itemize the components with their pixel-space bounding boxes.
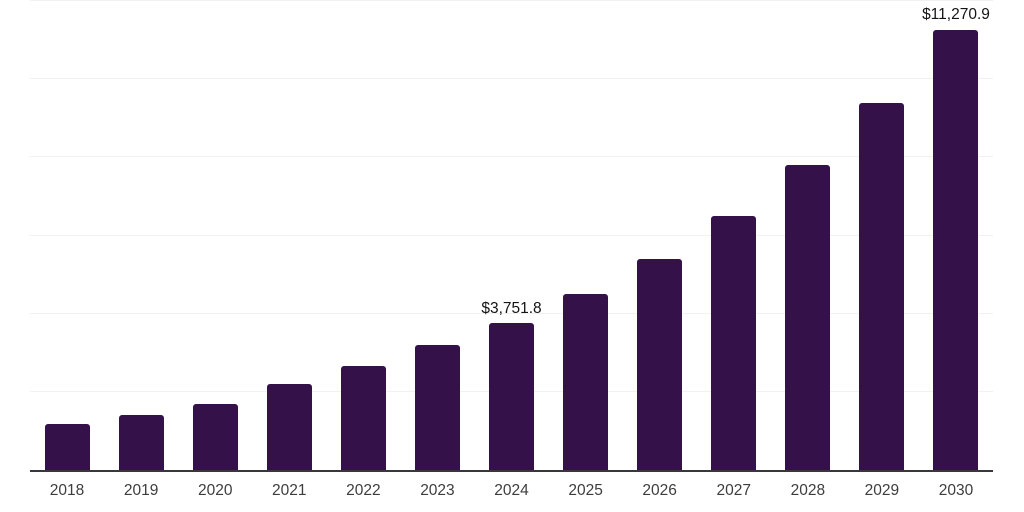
bar-2026[interactable] — [637, 258, 683, 470]
x-tick-label-2025: 2025 — [568, 482, 603, 499]
bar-band-2027 — [697, 1, 771, 470]
x-tick-label-2030: 2030 — [938, 482, 974, 499]
bar-2020[interactable] — [192, 404, 238, 470]
bar-band-2024: $3,751.8 — [474, 1, 548, 470]
data-label-2030: $11,270.9 — [922, 6, 990, 24]
gridline — [30, 78, 993, 80]
plot-area: $3,751.8 $11,270.9 — [30, 0, 993, 472]
x-tick-label-2021: 2021 — [272, 482, 307, 499]
x-tick-label-2024: 2024 — [494, 482, 529, 499]
gridline — [30, 312, 993, 314]
bar-2027[interactable] — [711, 215, 757, 470]
gridline — [30, 0, 993, 1]
bar-2028[interactable] — [785, 164, 831, 470]
bar-band-2026 — [623, 1, 697, 470]
bar-2025[interactable] — [563, 293, 609, 470]
bar-band-2020 — [178, 1, 252, 470]
bar-2023[interactable] — [414, 345, 460, 470]
bar-2029[interactable] — [859, 103, 905, 470]
bar-band-2030: $11,270.9 — [919, 1, 993, 470]
bar-2018[interactable] — [44, 423, 90, 470]
x-tick-label-2028: 2028 — [790, 482, 826, 499]
bar-band-2019 — [104, 1, 178, 470]
data-label-2024: $3,751.8 — [481, 300, 542, 318]
gridline — [30, 234, 993, 236]
bar-2030[interactable] — [933, 29, 979, 470]
x-tick-label-2018: 2018 — [49, 482, 85, 499]
x-tick-label-2022: 2022 — [346, 482, 381, 499]
bar-2021[interactable] — [266, 384, 312, 470]
bars-layer: $3,751.8 $11,270.9 — [30, 1, 993, 470]
x-tick-label-2019: 2019 — [123, 482, 159, 499]
x-tick-label-2026: 2026 — [642, 482, 677, 499]
bar-band-2029 — [845, 1, 919, 470]
gridline — [30, 156, 993, 158]
bar-band-2023 — [400, 1, 474, 470]
x-tick-label-2027: 2027 — [716, 482, 751, 499]
bar-band-2028 — [771, 1, 845, 470]
bar-band-2021 — [252, 1, 326, 470]
x-axis-labels: 2018 2019 2020 2021 2022 2023 2024 2025 2026 2027… — [30, 482, 993, 500]
x-tick-label-2023: 2023 — [420, 482, 455, 499]
bar-2019[interactable] — [118, 415, 164, 470]
bar-2022[interactable] — [340, 365, 386, 470]
bar-band-2018 — [30, 1, 104, 470]
bar-band-2025 — [549, 1, 623, 470]
x-tick-label-2020: 2020 — [197, 482, 233, 499]
bar-2024[interactable] — [489, 323, 534, 470]
bar-band-2022 — [326, 1, 400, 470]
x-tick-label-2029: 2029 — [864, 482, 900, 499]
